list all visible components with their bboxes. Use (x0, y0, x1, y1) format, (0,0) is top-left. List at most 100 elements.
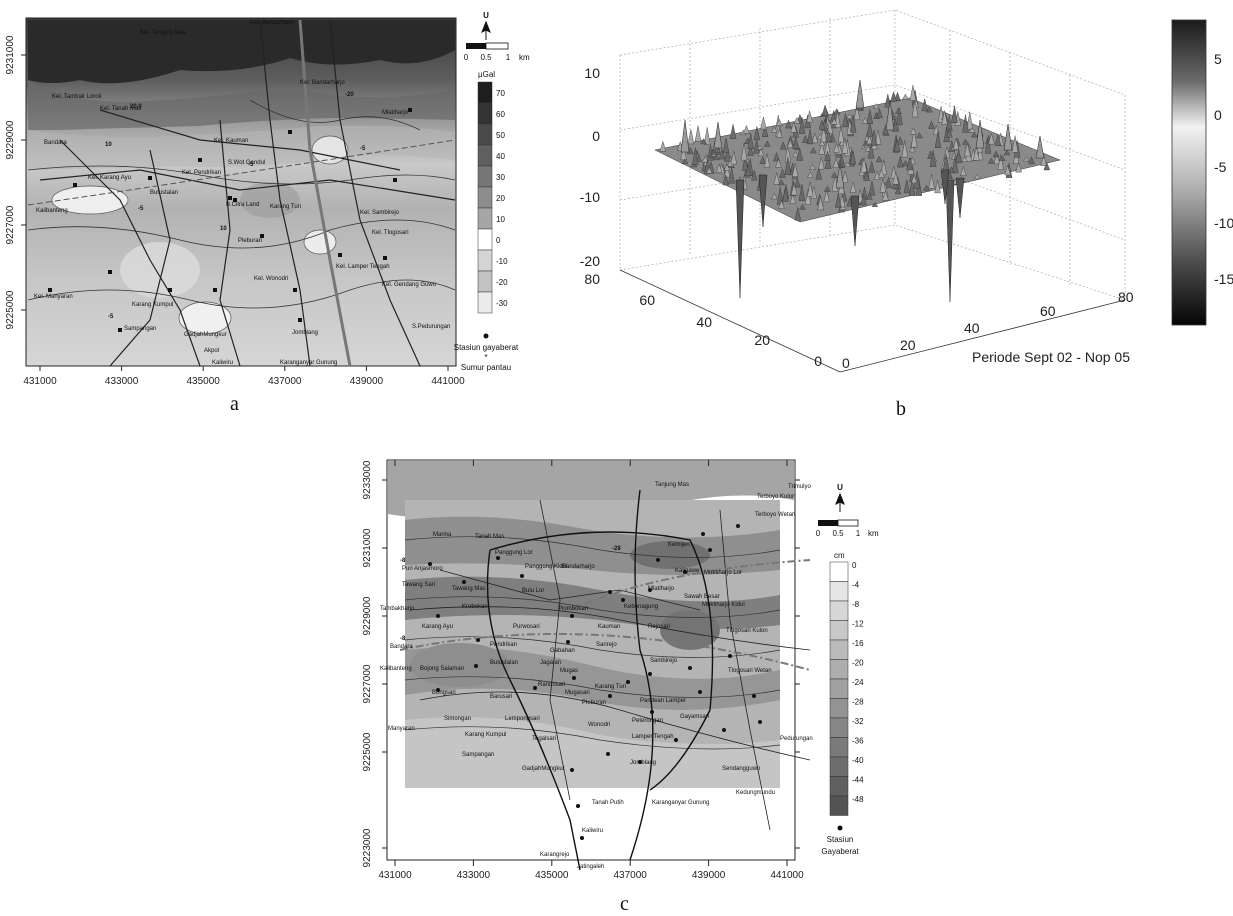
legend-value-c: -24 (852, 678, 864, 687)
surface-spike (962, 138, 969, 145)
x-tick-0: 0 (842, 355, 850, 371)
place-label-c: Mugas (560, 668, 578, 674)
legend-value-c: -12 (852, 620, 864, 629)
y-tick-c: 9223000 (362, 828, 373, 867)
x-tick-c: 439000 (692, 870, 726, 881)
place-label-c: Mugasari (565, 690, 590, 696)
surface-spike (878, 169, 885, 178)
place-label-a: Jomblang (292, 330, 318, 336)
surface-spike (761, 124, 769, 137)
surface-spike (776, 128, 783, 138)
legend-value-a: 20 (496, 194, 505, 203)
place-label-c: Karang Turi (595, 684, 626, 690)
contour-label-a: -5 (138, 206, 144, 212)
x-tick-2: 40 (964, 320, 980, 336)
surface-spike (818, 119, 826, 130)
surface-spike (966, 111, 974, 130)
surface-spike (773, 151, 780, 162)
scale-label-3: km (519, 53, 530, 62)
contour-label-c: -8 (400, 636, 406, 642)
legend-value-a: 0 (496, 236, 501, 245)
place-label-c: GadjahMungkur (522, 766, 565, 772)
scale-label-0: 0 (464, 53, 469, 62)
station-marker-c (496, 556, 500, 560)
surface-spike (659, 140, 667, 152)
surface-spike (793, 116, 801, 124)
surface-spike (694, 125, 702, 142)
cb-tick-1: 0 (1214, 107, 1222, 123)
surface-spike (798, 184, 806, 201)
x-tick-1: 20 (900, 337, 916, 353)
surface-spike (837, 126, 845, 143)
surface-spike (861, 117, 869, 124)
place-label-a: Akpol (204, 348, 219, 354)
surface-spike (792, 136, 800, 150)
station-marker (73, 183, 77, 187)
place-label-a: S.Pedurungan (412, 324, 450, 330)
scale-label-2: 1 (506, 53, 511, 62)
surface-spike (743, 125, 750, 134)
station-marker (168, 288, 172, 292)
place-label-c: Bongsari (432, 690, 456, 696)
surface-spike (778, 179, 785, 186)
surface-spike (794, 207, 802, 221)
place-label-a: Kel. Manyaran (34, 294, 73, 300)
place-label-a: Kalibanteng (36, 208, 68, 214)
surface-spike (841, 170, 849, 183)
place-label-c: Tanah Putih (592, 800, 624, 806)
surface-peak (855, 79, 865, 109)
x-tick-a: 433000 (105, 376, 139, 387)
surface-spike (745, 163, 752, 176)
cb-tick-0: 5 (1214, 51, 1222, 67)
place-label-c: Panggung Lor (495, 550, 533, 556)
surface-spike (789, 193, 797, 204)
z-tick-3: -20 (580, 253, 600, 269)
surface-spike (791, 163, 799, 177)
surface-spike (866, 135, 873, 145)
station-marker-c (436, 614, 440, 618)
station-marker (260, 234, 264, 238)
place-label-c: Tanah Mas (475, 534, 504, 540)
surface-spike (722, 137, 730, 154)
place-label-c: Lamper Tengah (632, 734, 674, 740)
legend-value-a: 60 (496, 110, 505, 119)
surface-spike (773, 171, 780, 185)
station-marker-c (656, 558, 660, 562)
surface-spike (870, 129, 878, 146)
station-marker-c (476, 638, 480, 642)
station-marker (288, 130, 292, 134)
legend-station-label-c: Stasiun (827, 835, 854, 844)
place-label-a: Kel. Bandarharjo (300, 80, 345, 86)
surface-spike (820, 125, 827, 143)
surface-spike (934, 179, 941, 194)
surface-spike (779, 141, 787, 150)
surface-spike (948, 166, 955, 173)
surface-spike (790, 182, 798, 196)
place-label-c: Bandarharjo (562, 564, 595, 570)
surface-trough (940, 169, 950, 205)
surface-spike (872, 103, 880, 109)
surface-spike (860, 194, 867, 206)
station-marker-c (688, 666, 692, 670)
period-label: Periode Sept 02 - Nop 05 (972, 349, 1130, 365)
station-marker-c (698, 690, 702, 694)
station-marker-c (570, 614, 574, 618)
place-label-a: Karanganyar Gunung (280, 360, 337, 366)
surface-spike (849, 181, 857, 193)
station-marker-c (572, 676, 576, 680)
place-label-c: Tambakharjo (380, 606, 415, 612)
place-label-c: Kedungmundu (736, 790, 775, 796)
surface-spike (908, 179, 916, 196)
legend-value-a: -10 (496, 257, 508, 266)
station-marker-c (701, 532, 705, 536)
surface-spike (893, 139, 901, 152)
place-label-c: Plombokan (558, 606, 588, 612)
place-label-c: Tawang Mas (452, 586, 486, 592)
place-label-c: Tegalsari (532, 736, 556, 742)
station-marker (338, 253, 342, 257)
station-marker-c (608, 694, 612, 698)
surface-spike (846, 113, 853, 119)
station-marker-c (648, 672, 652, 676)
station-marker-c (708, 548, 712, 552)
place-label-c: Gabahan (550, 648, 575, 654)
